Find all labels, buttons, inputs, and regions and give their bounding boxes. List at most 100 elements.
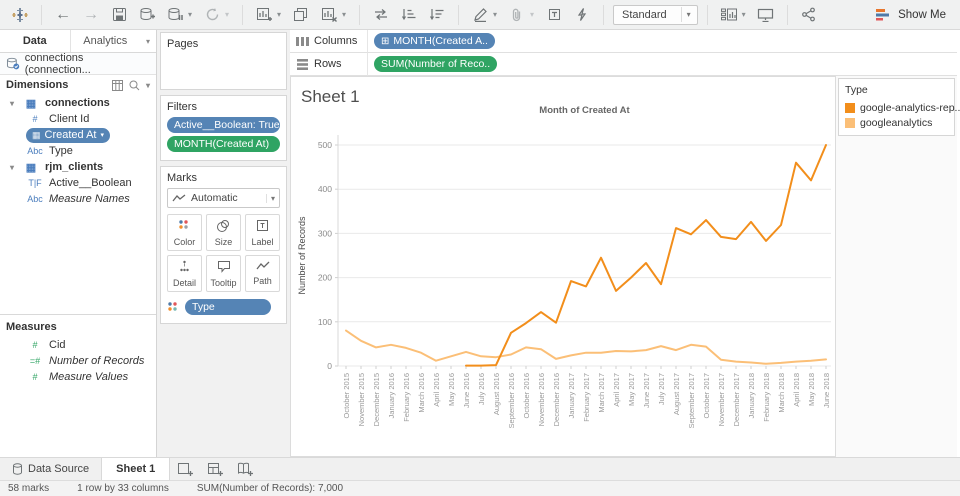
x-tick-label: October 2017 (702, 373, 711, 418)
dimensions-header: Dimensions ▾ (0, 75, 156, 95)
mark-button-label: Path (253, 276, 272, 286)
series-google-analytics-rep-[interactable] (466, 145, 826, 366)
columns-shelf[interactable]: Columns ⊞MONTH(Created A.. (290, 30, 957, 53)
new-worksheet-tab-button[interactable] (170, 458, 200, 480)
field-item-created-at[interactable]: ▦Created At▾ (0, 127, 156, 143)
data-source-item[interactable]: connections (connection... (0, 53, 156, 75)
highlight-caret[interactable]: ▾ (493, 10, 501, 19)
search-icon[interactable] (129, 80, 140, 91)
pane-menu-icon[interactable]: ▾ (140, 30, 156, 52)
mark-button-color[interactable]: Color (167, 214, 202, 251)
toolbar-separator (41, 5, 42, 25)
tab-data[interactable]: Data (0, 30, 70, 52)
field-item-measure-names[interactable]: AbcMeasure Names (0, 191, 156, 207)
field-item-connections[interactable]: ▾▦connections (0, 95, 156, 111)
duplicate-sheet-button[interactable] (289, 4, 313, 26)
fix-axes-button[interactable] (570, 4, 594, 26)
clear-sheet-button[interactable] (317, 4, 341, 26)
new-worksheet-caret[interactable]: ▾ (277, 10, 285, 19)
redo-button[interactable]: → (79, 4, 103, 26)
chevron-down-icon[interactable]: ▾ (101, 131, 105, 139)
filters-label: Filters (167, 101, 280, 113)
show-mark-labels-button[interactable] (542, 4, 566, 26)
swap-rows-columns-button[interactable] (369, 4, 393, 26)
pages-card[interactable]: Pages (160, 32, 287, 90)
fit-selector[interactable]: Standard ▾ (613, 5, 698, 25)
chevron-expanded-icon[interactable]: ▾ (10, 163, 17, 172)
share-button[interactable] (797, 4, 821, 26)
pause-updates-button[interactable] (163, 4, 187, 26)
chevron-down-icon[interactable]: ▾ (266, 194, 275, 203)
field-item-type[interactable]: AbcType (0, 143, 156, 159)
mark-button-size[interactable]: Size (206, 214, 241, 251)
new-dashboard-tab-button[interactable] (200, 458, 230, 480)
field-item-active-boolean[interactable]: T|FActive__Boolean (0, 175, 156, 191)
selected-field-pill[interactable]: ▦Created At▾ (26, 128, 110, 143)
legend-item-google-analytics-rep-[interactable]: google-analytics-rep.. (845, 100, 948, 115)
legend-item-label: google-analytics-rep.. (860, 102, 960, 114)
new-data-source-button[interactable] (135, 4, 159, 26)
data-pane-tabs: Data Analytics ▾ (0, 30, 156, 53)
filters-card[interactable]: Filters Active__Boolean: True MONTH(Creat… (160, 95, 287, 161)
show-me-button[interactable]: Show Me (876, 8, 952, 21)
sort-ascending-button[interactable] (397, 4, 421, 26)
plus-box-icon[interactable]: ⊞ (381, 36, 389, 47)
undo-button[interactable]: ← (51, 4, 75, 26)
tab-analytics[interactable]: Analytics (70, 30, 141, 52)
mark-button-tooltip[interactable]: Tooltip (206, 255, 241, 292)
field-label: connections (45, 97, 110, 109)
chevron-down-icon[interactable]: ▾ (681, 7, 693, 22)
tab-sheet1[interactable]: Sheet 1 (101, 458, 170, 480)
type-encoding-row: Type (167, 299, 280, 315)
chevron-expanded-icon[interactable]: ▾ (10, 99, 17, 108)
field-label: Measure Names (49, 193, 130, 205)
pill-active-boolean-true[interactable]: Active__Boolean: True (167, 117, 280, 133)
legend-item-googleanalytics[interactable]: googleanalytics (845, 115, 948, 130)
sort-descending-button[interactable] (425, 4, 449, 26)
field-item-number-of-records[interactable]: =#Number of Records (0, 353, 156, 369)
field-item-rjm-clients[interactable]: ▾▦rjm_clients (0, 159, 156, 175)
show-hide-cards-caret[interactable]: ▾ (742, 10, 750, 19)
color-legend[interactable]: Type google-analytics-rep..googleanalyti… (838, 78, 955, 136)
pill-month-created-a-[interactable]: ⊞MONTH(Created A.. (374, 33, 495, 49)
pill-sum-number-of-reco-[interactable]: SUM(Number of Reco.. (374, 56, 497, 72)
mark-button-label: Tooltip (210, 278, 236, 288)
refresh-caret[interactable]: ▾ (225, 10, 233, 19)
rows-shelf[interactable]: Rows SUM(Number of Reco.. (290, 53, 957, 76)
columns-label: Columns (314, 35, 357, 47)
datatype-icon: # (26, 372, 44, 382)
type-pill[interactable]: Type (185, 299, 271, 315)
chevron-down-icon[interactable]: ▾ (146, 81, 150, 90)
field-item-cid[interactable]: #Cid (0, 337, 156, 353)
highlight-button[interactable] (468, 4, 492, 26)
group-members-caret[interactable]: ▾ (530, 10, 538, 19)
line-chart[interactable]: Month of Created AtNumber of Records0100… (291, 77, 835, 456)
dimensions-list: ▾▦connections#Client Id▦Created At▾AbcTy… (0, 95, 156, 207)
mark-button-path[interactable]: Path (245, 255, 280, 292)
status-aggregate: SUM(Number of Records): 7,000 (197, 483, 343, 494)
presentation-mode-button[interactable] (754, 4, 778, 26)
datatype-icon: # (26, 114, 44, 124)
clear-sheet-caret[interactable]: ▾ (342, 10, 350, 19)
view-data-icon[interactable] (112, 80, 123, 91)
field-item-measure-values[interactable]: #Measure Values (0, 369, 156, 385)
pill-month-created-at-[interactable]: MONTH(Created At) (167, 136, 280, 152)
tab-data-source[interactable]: Data Source (0, 458, 101, 480)
show-hide-cards-button[interactable] (717, 4, 741, 26)
save-button[interactable] (107, 4, 131, 26)
group-members-button[interactable] (505, 4, 529, 26)
mark-button-label[interactable]: Label (245, 214, 280, 251)
refresh-button[interactable] (200, 4, 224, 26)
x-tick-label: November 2017 (717, 373, 726, 426)
new-worksheet-button[interactable] (252, 4, 276, 26)
datatype-icon: T|F (26, 178, 44, 188)
x-tick-label: January 2018 (747, 373, 756, 418)
tab-sheet1-label: Sheet 1 (116, 463, 155, 475)
series-googleanalytics[interactable] (346, 331, 826, 364)
pause-updates-caret[interactable]: ▾ (188, 10, 196, 19)
mark-type-dropdown[interactable]: Automatic ▾ (167, 188, 280, 208)
size-icon (217, 219, 231, 235)
mark-button-detail[interactable]: Detail (167, 255, 202, 292)
field-item-client-id[interactable]: #Client Id (0, 111, 156, 127)
new-story-tab-button[interactable] (230, 458, 260, 480)
